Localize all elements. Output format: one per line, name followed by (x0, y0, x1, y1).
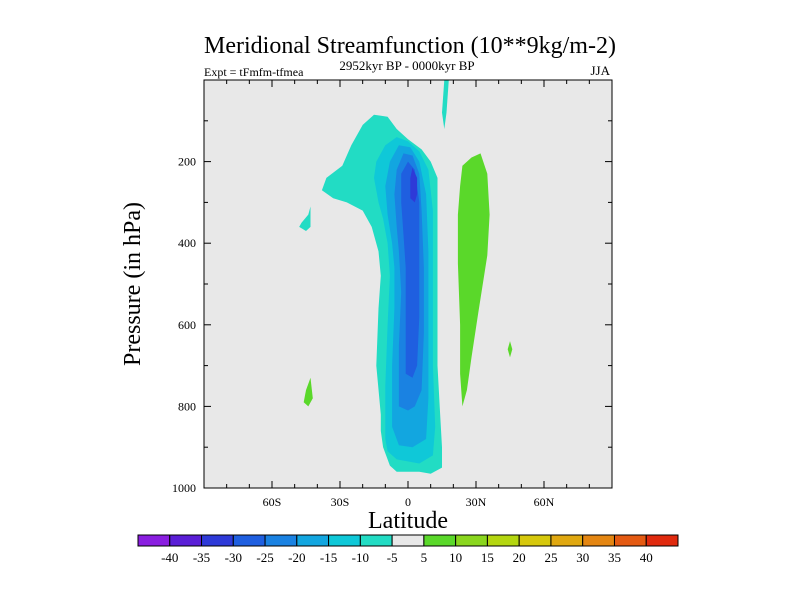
x-tick-label: 30S (331, 495, 350, 509)
contour-region-7 (410, 167, 418, 203)
x-axis-ticks: 60S 30S 0 30N 60N (263, 80, 555, 509)
colorbar-label: -25 (256, 550, 273, 565)
y-axis-label: Pressure (in hPa) (120, 202, 146, 366)
y-tick-label: 400 (178, 236, 196, 250)
colorbar-box (391, 534, 425, 547)
colorbar-label: 25 (544, 550, 557, 565)
x-tick-label: 0 (405, 495, 411, 509)
colorbar-label: -30 (225, 550, 242, 565)
colorbar-box (613, 534, 647, 547)
colorbar-label: 30 (576, 550, 589, 565)
contour-region-1 (299, 206, 311, 231)
contour-region-6 (401, 161, 420, 378)
colorbar-box (455, 534, 488, 547)
colorbar-box (359, 534, 393, 547)
colorbar-label: 20 (513, 550, 526, 565)
colorbar-label: -20 (288, 550, 305, 565)
colorbar-box (169, 534, 203, 547)
y-tick-label: 200 (178, 155, 196, 169)
colorbar-box (550, 534, 584, 547)
y-tick-label: 600 (178, 318, 196, 332)
colorbar-label: 5 (421, 550, 428, 565)
colorbar: -40 -35 -30 -25 -20 -15 -10 -5 5 10 15 20 25 30 35 40 (137, 534, 679, 565)
contour-region-9 (303, 377, 313, 407)
chart-subtitle-experiment: Expt = tFmfm-tfmea (204, 65, 304, 79)
colorbar-box (137, 534, 171, 547)
colorbar-box (328, 534, 361, 547)
y-axis-ticks: 200 400 600 800 1000 (172, 155, 612, 495)
colorbar-box (582, 534, 615, 547)
x-tick-label: 60S (263, 495, 282, 509)
contour-regions (299, 80, 513, 474)
contour-region-2 (442, 80, 449, 129)
colorbar-label: -10 (352, 550, 369, 565)
colorbar-box (201, 534, 234, 547)
colorbar-label: 15 (481, 550, 494, 565)
colorbar-label: -5 (387, 550, 398, 565)
x-axis-label: Latitude (368, 508, 448, 534)
chart-title: Meridional Streamfunction (10**9kg/m-2) (204, 33, 616, 59)
contour-region-10 (507, 341, 513, 358)
minor-ticks (204, 80, 612, 488)
y-tick-label: 1000 (172, 481, 196, 495)
colorbar-label: 40 (640, 550, 653, 565)
colorbar-label: -35 (193, 550, 210, 565)
chart-subtitle-period: 2952kyr BP - 0000kyr BP (339, 58, 474, 73)
colorbar-box (296, 534, 330, 547)
y-tick-label: 800 (178, 399, 196, 413)
colorbar-label: 10 (449, 550, 462, 565)
colorbar-label: 35 (608, 550, 621, 565)
colorbar-box (232, 534, 266, 547)
colorbar-label: -15 (320, 550, 337, 565)
colorbar-box (645, 534, 679, 547)
x-tick-label: 30N (466, 495, 487, 509)
colorbar-box (264, 534, 298, 547)
colorbar-box (423, 534, 457, 547)
x-tick-label: 60N (534, 495, 555, 509)
colorbar-box (486, 534, 520, 547)
colorbar-label: -40 (161, 550, 178, 565)
contour-region-8 (457, 153, 490, 407)
chart-subtitle-season: JJA (590, 63, 610, 78)
colorbar-box (518, 534, 552, 547)
